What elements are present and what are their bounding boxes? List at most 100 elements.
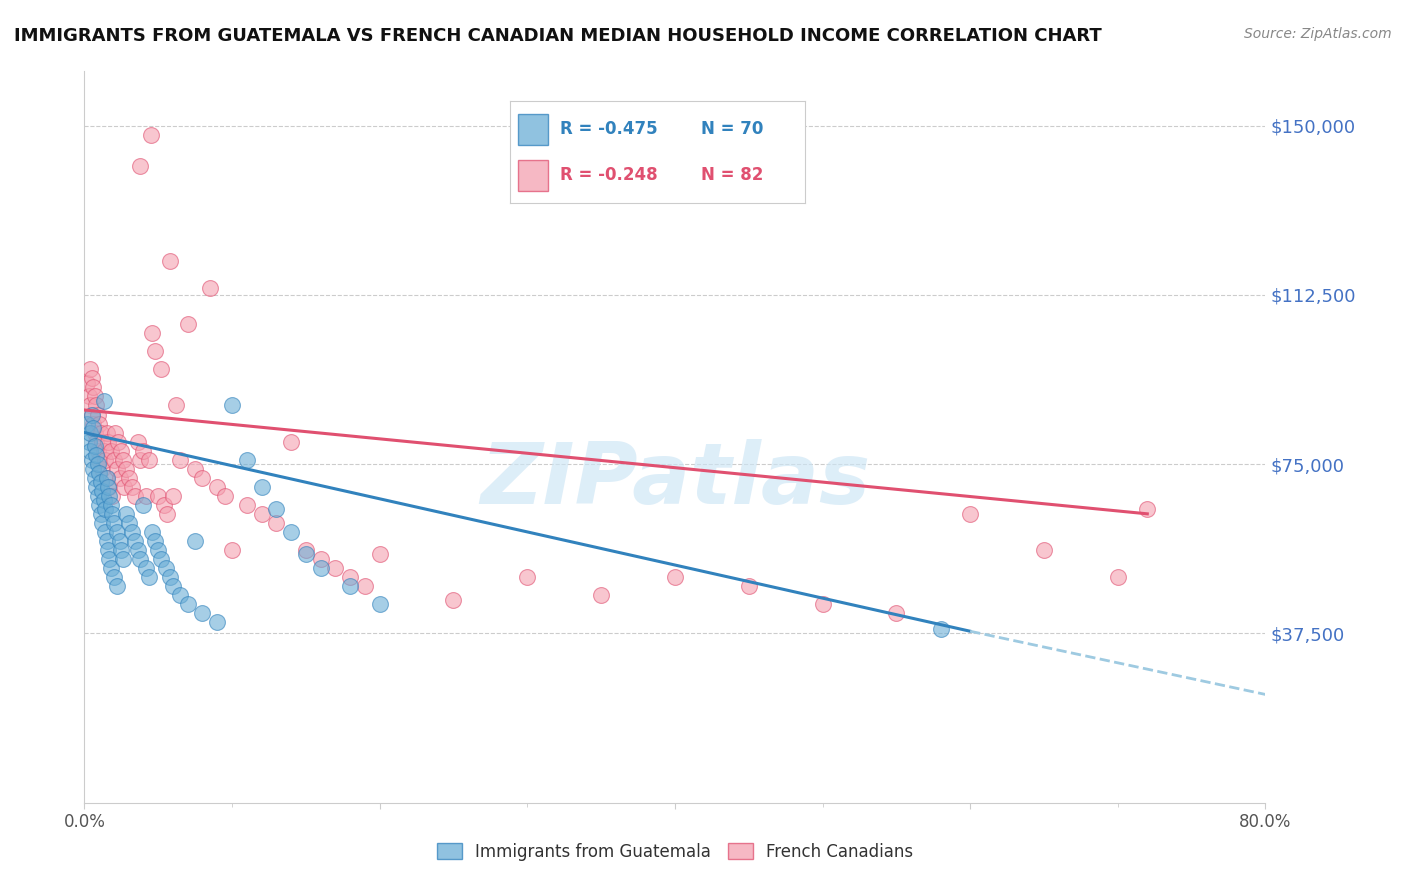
Point	[886, 606, 908, 620]
Point	[111, 552, 134, 566]
Point	[198, 281, 221, 295]
Point	[121, 524, 143, 539]
Point	[1136, 502, 1159, 516]
Point	[84, 448, 107, 462]
Point	[93, 394, 115, 409]
Point	[738, 579, 761, 593]
Point	[129, 452, 152, 467]
Point	[141, 326, 163, 341]
Point	[82, 421, 104, 435]
Point	[87, 466, 111, 480]
Point	[83, 389, 105, 403]
Point	[76, 417, 98, 431]
Point	[79, 425, 101, 440]
Point	[184, 461, 207, 475]
Point	[159, 254, 181, 268]
Point	[339, 570, 361, 584]
Point	[82, 417, 104, 431]
Point	[127, 434, 149, 449]
Point	[354, 579, 377, 593]
Point	[110, 543, 132, 558]
Point	[90, 507, 112, 521]
Point	[103, 516, 125, 530]
Point	[162, 579, 184, 593]
Point	[132, 443, 155, 458]
Point	[153, 498, 176, 512]
Point	[221, 543, 243, 558]
Point	[80, 452, 103, 467]
Point	[83, 425, 105, 440]
Point	[165, 399, 187, 413]
Point	[191, 471, 214, 485]
Point	[236, 452, 259, 467]
Point	[129, 159, 152, 173]
Point	[129, 552, 152, 566]
Point	[811, 597, 834, 611]
Point	[139, 128, 162, 142]
Point	[118, 516, 141, 530]
Point	[107, 434, 129, 449]
Point	[207, 615, 229, 630]
Point	[100, 443, 122, 458]
Text: IMMIGRANTS FROM GUATEMALA VS FRENCH CANADIAN MEDIAN HOUSEHOLD INCOME CORRELATION: IMMIGRANTS FROM GUATEMALA VS FRENCH CANA…	[14, 27, 1102, 45]
Point	[98, 489, 121, 503]
Point	[87, 452, 111, 467]
Point	[169, 588, 191, 602]
Point	[79, 362, 101, 376]
Point	[148, 489, 170, 503]
Point	[79, 443, 101, 458]
Point	[83, 471, 105, 485]
Point	[266, 502, 288, 516]
Point	[169, 452, 191, 467]
Point	[80, 408, 103, 422]
Point	[148, 543, 170, 558]
Point	[80, 371, 103, 385]
Point	[83, 439, 105, 453]
Point	[87, 498, 111, 512]
Point	[103, 452, 125, 467]
Point	[143, 344, 166, 359]
Text: Source: ZipAtlas.com: Source: ZipAtlas.com	[1244, 27, 1392, 41]
Point	[86, 443, 108, 458]
Point	[1107, 570, 1129, 584]
Point	[177, 597, 200, 611]
Point	[156, 507, 179, 521]
Point	[87, 417, 111, 431]
Point	[97, 543, 120, 558]
Point	[207, 480, 229, 494]
Point	[339, 579, 361, 593]
Point	[105, 524, 128, 539]
Point	[82, 461, 104, 475]
Point	[90, 475, 112, 490]
Point	[1033, 543, 1056, 558]
Point	[443, 592, 465, 607]
Point	[110, 443, 132, 458]
Point	[184, 533, 207, 548]
Point	[104, 425, 127, 440]
Point	[98, 480, 121, 494]
Point	[103, 570, 125, 584]
Point	[91, 434, 114, 449]
Point	[118, 471, 141, 485]
Point	[91, 461, 114, 475]
Point	[96, 471, 118, 485]
Point	[91, 484, 114, 499]
Point	[221, 399, 243, 413]
Point	[86, 408, 108, 422]
Point	[155, 561, 177, 575]
Point	[114, 461, 136, 475]
Point	[111, 452, 134, 467]
Point	[97, 480, 120, 494]
Point	[93, 493, 115, 508]
Point	[101, 489, 124, 503]
Point	[368, 597, 391, 611]
Point	[105, 461, 128, 475]
Point	[141, 524, 163, 539]
Point	[309, 561, 332, 575]
Point	[121, 480, 143, 494]
Point	[124, 489, 146, 503]
Point	[90, 425, 112, 440]
Point	[250, 480, 273, 494]
Point	[591, 588, 613, 602]
Point	[325, 561, 347, 575]
